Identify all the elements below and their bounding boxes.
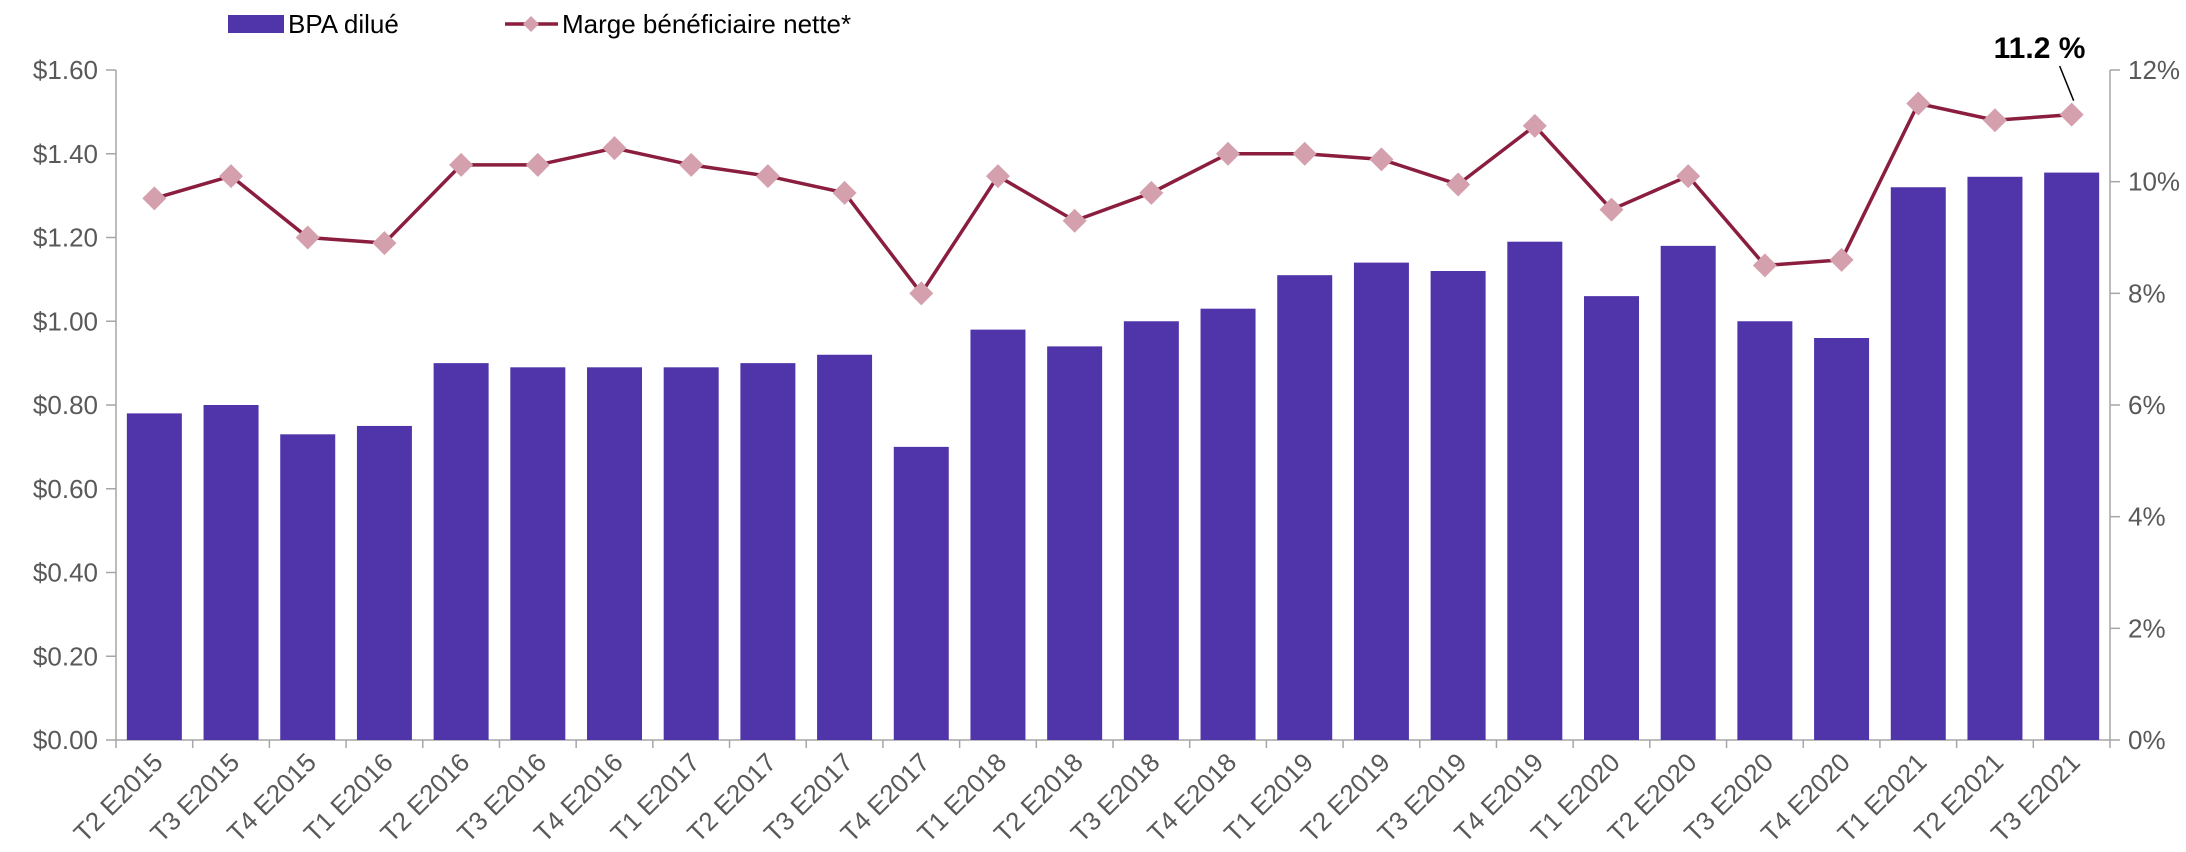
line-point [449,152,474,177]
bar [817,354,873,740]
line-point [1829,247,1854,272]
line-point [832,180,857,205]
bar [2044,172,2100,740]
line-point [1369,147,1394,172]
y-left-tick-label: $0.40 [33,558,98,588]
legend-label: BPA dilué [288,9,399,39]
bar-series [126,172,2100,740]
bar [1430,271,1486,740]
line-point [1676,164,1701,189]
legend-swatch-bar [228,15,284,33]
y-right-tick-label: 0% [2128,725,2166,755]
bar [1200,308,1256,740]
line-point [1446,172,1471,197]
bar [1737,321,1793,740]
bar [126,413,182,740]
line-point [525,152,550,177]
bar [893,446,949,740]
y-left-tick-label: $0.20 [33,641,98,671]
line-point [1906,91,1931,116]
bar [1123,321,1179,740]
bar [663,367,719,740]
bar [740,363,796,740]
bar [1353,262,1409,740]
line-point [1522,113,1547,138]
bar [587,367,642,740]
y-right-tick-label: 2% [2128,613,2166,643]
y-left-tick-label: $1.60 [33,55,98,85]
annotation: 11.2 % [1994,32,2086,101]
line-point [219,164,244,189]
annotation-leader-line [2058,65,2075,101]
bar [356,425,412,740]
line-point [755,164,780,189]
y-right-tick-label: 4% [2128,502,2166,532]
y-left-tick-label: $1.40 [33,139,98,169]
line-point [1062,208,1087,233]
line-point [1752,253,1777,278]
bar [1967,176,2023,740]
bar [1277,275,1333,740]
line-point [372,231,397,256]
bar [203,405,259,740]
bar [1047,346,1103,740]
line-point [602,136,627,161]
bar [1814,338,1870,740]
line-point [909,281,934,306]
annotation-label: 11.2 % [1994,32,2086,65]
bar [1507,241,1563,740]
line-point [1599,197,1624,222]
line-point [985,164,1010,189]
y-right-tick-label: 8% [2128,278,2166,308]
y-left-tick-label: $0.80 [33,390,98,420]
y-right-tick-label: 10% [2128,167,2180,197]
line-point [295,225,320,250]
line-point [1216,141,1241,166]
bar [1584,296,1639,740]
line-series [142,91,2084,306]
y-left-tick-label: $0.00 [33,725,98,755]
line-path [153,101,2072,297]
y-left-tick-label: $0.60 [33,474,98,504]
bar [970,329,1026,740]
legend: BPA dilué Marge bénéficiaire nette* [228,9,851,39]
legend-label: Marge bénéficiaire nette* [562,9,851,39]
y-left-tick-label: $1.00 [33,306,98,336]
line-point [1139,180,1164,205]
line-point [142,186,167,211]
line-point [2059,102,2084,127]
bar [280,434,336,740]
line-point [1982,108,2007,133]
legend-swatch-marker [523,16,539,32]
bar [1890,187,1946,740]
line-point [679,152,704,177]
y-right-tick-label: 12% [2128,55,2180,85]
bar [433,363,489,740]
line-point [1292,141,1317,166]
y-left-tick-label: $1.20 [33,223,98,253]
y-right-tick-label: 6% [2128,390,2166,420]
bar [510,367,566,740]
bar [1660,245,1716,740]
